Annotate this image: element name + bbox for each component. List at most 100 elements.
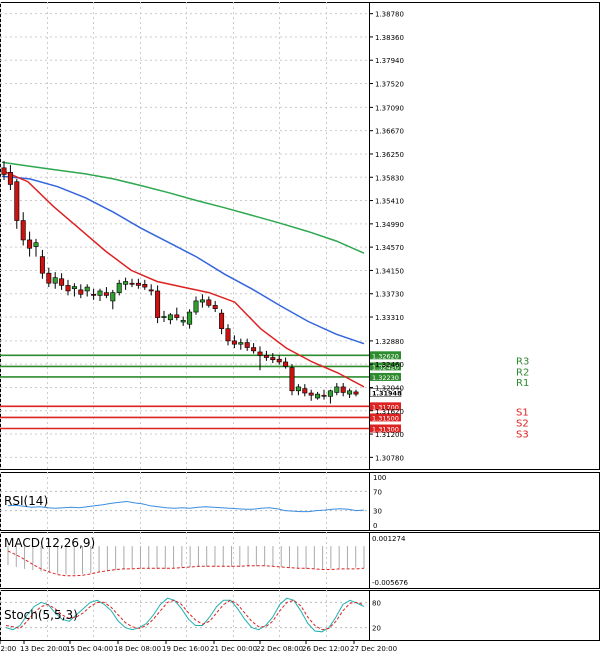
candle-body	[161, 316, 167, 318]
candle-body	[238, 342, 244, 345]
candle-body	[244, 342, 250, 348]
candle-body	[289, 367, 295, 392]
stoch-d-line	[5, 599, 365, 631]
y-tick-label: 1.38780	[375, 11, 404, 19]
pivot-price-S2: 1.31500	[372, 414, 399, 422]
pivot-price-box	[370, 402, 401, 411]
candle-body	[135, 282, 141, 286]
stoch-title: Stoch(5,5,3)	[4, 608, 78, 622]
y-tick-label: 1.34570	[375, 244, 404, 252]
stoch-tick-label: 80	[372, 599, 381, 607]
candle-body	[315, 393, 321, 399]
pivot-price-R1: 1.32230	[372, 374, 399, 382]
chart-grid	[0, 2, 369, 640]
candle-body	[302, 388, 308, 394]
candle-body	[347, 390, 353, 395]
pivot-label-R3: R3	[516, 356, 529, 367]
candle-body	[219, 312, 225, 329]
candle-body	[33, 242, 39, 247]
candle-body	[39, 256, 45, 274]
pivot-label-S1: S1	[516, 407, 529, 418]
y-tick-label: 1.30780	[375, 454, 404, 462]
candle-body	[155, 290, 161, 318]
macd-title: MACD(12,26,9)	[4, 536, 95, 550]
candle-body	[167, 314, 173, 321]
rsi-tick-label: 0	[373, 522, 377, 530]
candle-body	[251, 347, 257, 352]
candle-body	[14, 181, 20, 221]
y-tick-label: 1.35830	[375, 174, 404, 182]
candle-body	[199, 299, 205, 303]
y-tick-label: 1.37940	[375, 57, 404, 65]
candle-body	[84, 286, 90, 292]
candle-body	[308, 392, 314, 396]
candle-body	[65, 285, 71, 292]
panel-frame-0	[0, 2, 600, 470]
y-tick-label: 1.32040	[375, 384, 404, 392]
y-tick-label: 1.38360	[375, 34, 404, 42]
candle-body	[180, 320, 186, 323]
chart-panels	[0, 2, 600, 641]
ma-line-0	[1, 161, 365, 254]
candle-body	[52, 277, 58, 284]
y-tick-label: 1.33310	[375, 314, 404, 322]
candle-body	[142, 284, 148, 288]
pivot-price-S1: 1.31700	[372, 403, 399, 411]
stoch-k-line	[5, 597, 365, 633]
candle-body	[231, 340, 237, 345]
x-tick-label: 26 Dec 12:00	[302, 645, 349, 653]
candle-body	[295, 386, 301, 392]
indicators	[0, 490, 369, 633]
pivot-label-S3: S3	[516, 430, 529, 441]
panel-frame-3	[0, 590, 600, 641]
pivot-price-S3: 1.31300	[372, 426, 399, 434]
current-price-label: 1.31948	[372, 390, 402, 398]
candle-body	[7, 171, 13, 185]
candle-body	[78, 289, 84, 295]
pivot-price-box	[370, 362, 401, 371]
candle-body	[334, 386, 340, 393]
macd-tick-label: 0.001274	[372, 535, 406, 543]
candle-body	[225, 328, 231, 342]
y-tick-label: 1.32880	[375, 338, 404, 346]
candle-body	[116, 282, 122, 293]
ma-line-1	[1, 175, 365, 345]
candle-body	[257, 351, 263, 356]
y-tick-label: 1.37520	[375, 81, 404, 89]
candle-body	[353, 391, 359, 395]
x-tick-label: 18 Dec 08:00	[114, 645, 161, 653]
pivot-label-R2: R2	[516, 367, 529, 378]
pivot-price-R3: 1.32620	[372, 352, 399, 360]
candle-body	[212, 305, 218, 310]
rsi-line	[7, 500, 365, 513]
candlesticks	[1, 161, 359, 404]
y-tick-label: 1.33730	[375, 291, 404, 299]
candle-body	[174, 314, 180, 318]
current-price-box	[369, 388, 402, 397]
candle-body	[129, 282, 135, 285]
candle-body	[103, 292, 109, 296]
x-tick-label: 13 Dec 20:00	[20, 645, 67, 653]
price-axis: 1.38780 1.38360 1.37940 1.37520 1.37090 1.366…	[0, 11, 408, 653]
rsi-tick-label: 30	[373, 508, 382, 516]
macd-tick-label: -0.005676	[372, 579, 408, 587]
candle-body	[206, 299, 212, 306]
x-tick-label: 15 Dec 04:00	[66, 645, 113, 653]
y-tick-label: 1.35410	[375, 198, 404, 206]
x-tick-label: 19 Dec 16:00	[162, 645, 209, 653]
candle-body	[71, 286, 77, 290]
pivot-label-R1: R1	[516, 378, 529, 389]
ma-line-2	[1, 169, 365, 388]
pivot-price-box	[370, 424, 401, 433]
y-tick-label: 1.31200	[375, 431, 404, 439]
candle-body	[1, 167, 7, 175]
candle-body	[276, 358, 282, 363]
y-tick-label: 1.32460	[375, 361, 404, 369]
moving-averages	[1, 161, 365, 388]
candle-body	[46, 272, 52, 284]
y-tick-label: 1.37090	[375, 104, 404, 112]
y-tick-label: 1.34150	[375, 267, 404, 275]
candle-body	[263, 355, 269, 358]
pivot-price-box	[370, 372, 401, 381]
